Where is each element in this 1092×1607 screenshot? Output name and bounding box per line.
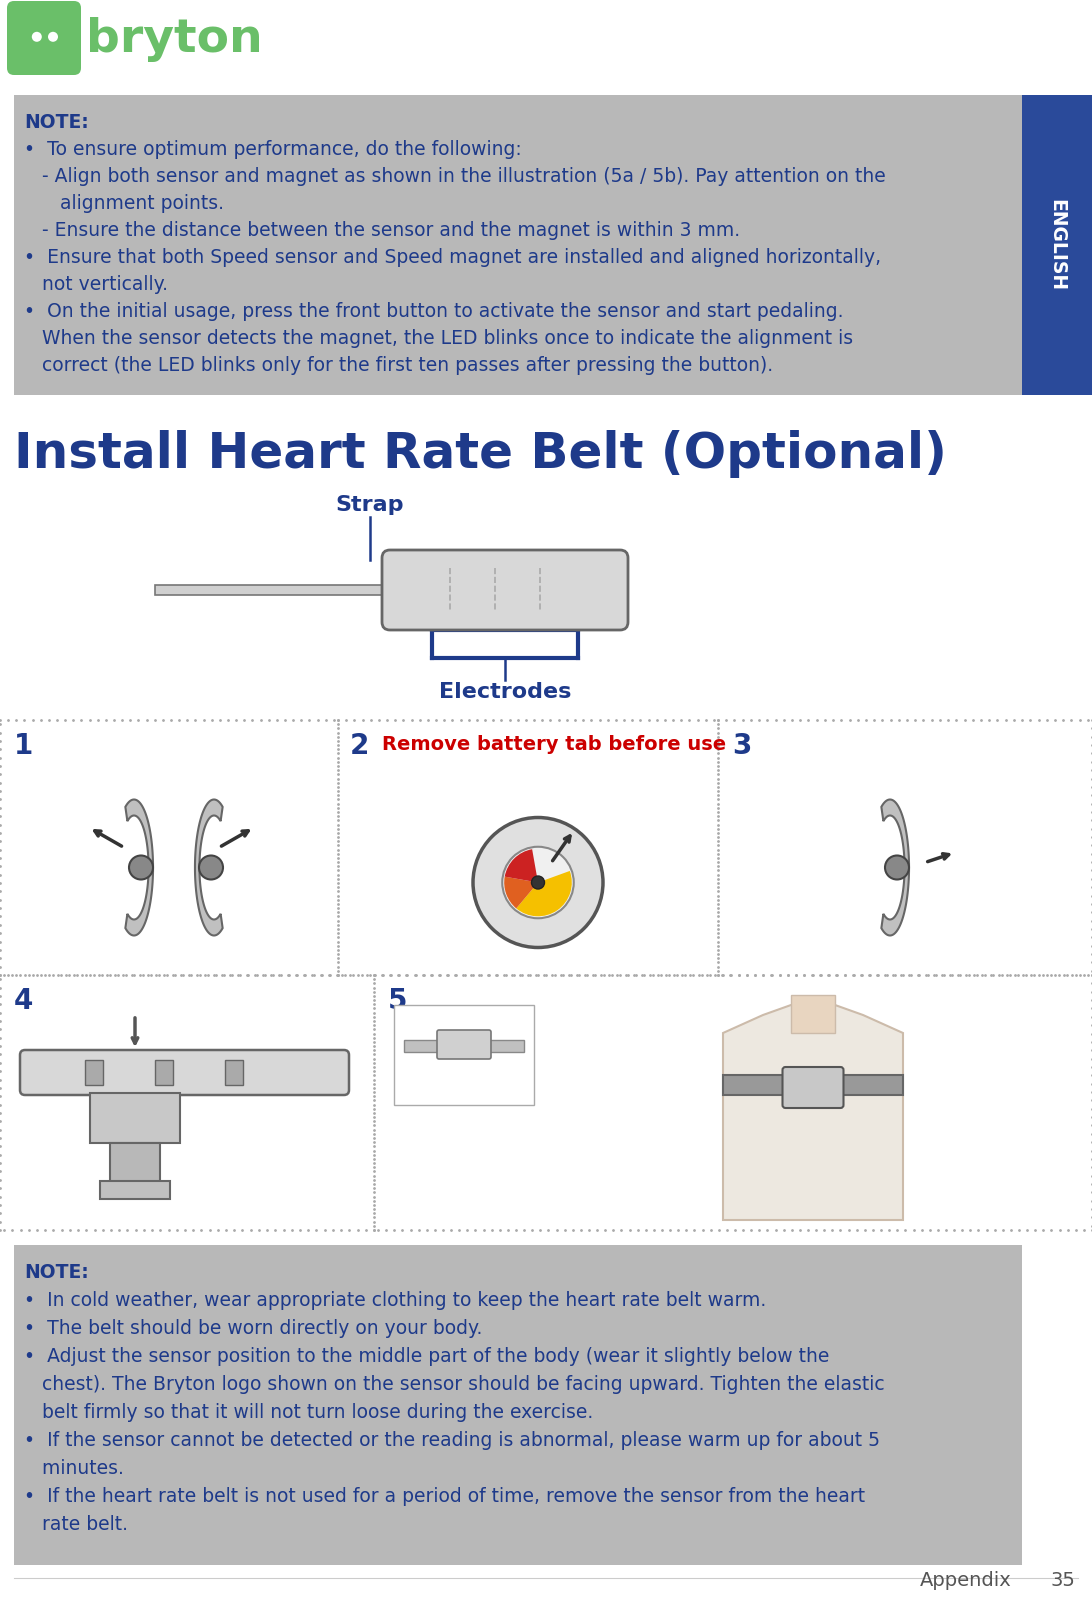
Text: - Ensure the distance between the sensor and the magnet is within 3 mm.: - Ensure the distance between the sensor…	[24, 222, 740, 239]
Text: Strap: Strap	[335, 495, 404, 514]
Bar	[110, 1143, 161, 1183]
Text: •  Ensure that both Speed sensor and Speed magnet are installed and aligned hori: • Ensure that both Speed sensor and Spee…	[24, 247, 881, 267]
Text: Electrodes: Electrodes	[439, 681, 571, 702]
FancyBboxPatch shape	[7, 2, 81, 76]
Text: not vertically.: not vertically.	[24, 275, 168, 294]
Text: 1: 1	[14, 733, 33, 760]
Text: - Align both sensor and magnet as shown in the illustration (5a / 5b). Pay atten: - Align both sensor and magnet as shown …	[24, 167, 886, 186]
Circle shape	[502, 847, 573, 918]
Text: 3: 3	[732, 733, 751, 760]
Text: When the sensor detects the magnet, the LED blinks once to indicate the alignmen: When the sensor detects the magnet, the …	[24, 329, 853, 349]
Text: •  To ensure optimum performance, do the following:: • To ensure optimum performance, do the …	[24, 140, 522, 159]
Text: Install Heart Rate Belt (Optional): Install Heart Rate Belt (Optional)	[14, 431, 947, 477]
FancyBboxPatch shape	[20, 1049, 349, 1094]
Polygon shape	[723, 1004, 903, 1220]
FancyBboxPatch shape	[783, 1067, 843, 1107]
Text: Remove battery tab before use: Remove battery tab before use	[382, 734, 726, 754]
Wedge shape	[505, 848, 538, 882]
Bar	[85, 1061, 103, 1085]
Text: 4: 4	[14, 987, 34, 1016]
Circle shape	[473, 818, 603, 948]
Wedge shape	[505, 877, 538, 908]
Text: •  Adjust the sensor position to the middle part of the body (wear it slightly b: • Adjust the sensor position to the midd…	[24, 1347, 830, 1366]
Text: bryton: bryton	[86, 16, 263, 61]
Text: NOTE:: NOTE:	[24, 1263, 88, 1282]
Bar	[791, 995, 835, 1033]
Text: minutes.: minutes.	[24, 1459, 123, 1478]
FancyBboxPatch shape	[437, 1030, 491, 1059]
Bar	[14, 1245, 1022, 1565]
Circle shape	[885, 855, 909, 879]
Bar	[155, 585, 395, 595]
Bar	[404, 1040, 524, 1053]
Text: alignment points.: alignment points.	[24, 194, 224, 214]
Circle shape	[48, 32, 58, 42]
Text: correct (the LED blinks only for the first ten passes after pressing the button): correct (the LED blinks only for the fir…	[24, 357, 773, 374]
Polygon shape	[195, 800, 223, 935]
Text: 2: 2	[351, 733, 369, 760]
Text: •  If the sensor cannot be detected or the reading is abnormal, please warm up f: • If the sensor cannot be detected or th…	[24, 1430, 880, 1450]
Text: •  The belt should be worn directly on your body.: • The belt should be worn directly on yo…	[24, 1319, 483, 1339]
Bar	[90, 1093, 180, 1143]
Text: •  If the heart rate belt is not used for a period of time, remove the sensor fr: • If the heart rate belt is not used for…	[24, 1486, 865, 1506]
Bar	[1022, 95, 1092, 395]
Text: rate belt.: rate belt.	[24, 1515, 128, 1535]
Text: Appendix: Appendix	[919, 1572, 1012, 1589]
Bar	[155, 1061, 173, 1085]
Bar	[100, 1181, 170, 1199]
Circle shape	[199, 855, 223, 879]
Polygon shape	[881, 800, 909, 935]
Bar	[14, 95, 1022, 395]
Wedge shape	[517, 871, 572, 916]
Circle shape	[32, 32, 41, 42]
Text: •  In cold weather, wear appropriate clothing to keep the heart rate belt warm.: • In cold weather, wear appropriate clot…	[24, 1290, 767, 1310]
Text: chest). The Bryton logo shown on the sensor should be facing upward. Tighten the: chest). The Bryton logo shown on the sen…	[24, 1376, 885, 1393]
Text: NOTE:: NOTE:	[24, 112, 88, 132]
Text: belt firmly so that it will not turn loose during the exercise.: belt firmly so that it will not turn loo…	[24, 1403, 593, 1422]
Bar	[723, 1075, 903, 1094]
Bar	[394, 1004, 534, 1106]
Bar	[225, 1061, 244, 1085]
Polygon shape	[126, 800, 153, 935]
Text: 35: 35	[1051, 1572, 1075, 1589]
Circle shape	[129, 855, 153, 879]
Circle shape	[532, 876, 545, 889]
Text: •  On the initial usage, press the front button to activate the sensor and start: • On the initial usage, press the front …	[24, 302, 843, 321]
Text: ENGLISH: ENGLISH	[1047, 199, 1067, 291]
Text: 5: 5	[388, 987, 407, 1016]
FancyBboxPatch shape	[382, 550, 628, 630]
